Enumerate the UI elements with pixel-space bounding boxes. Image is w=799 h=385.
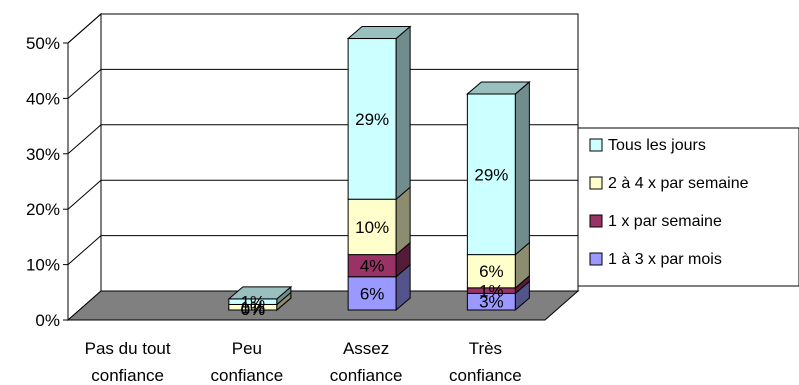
y-tick-label: 40% (26, 89, 60, 108)
gridline (67, 124, 578, 155)
y-tick-label: 10% (26, 256, 60, 275)
gridline (67, 179, 578, 210)
x-tick-label-line: confiance (449, 366, 522, 385)
x-tick-label: Assez confiance (330, 339, 403, 385)
bar-segment (347, 198, 397, 256)
legend-label: 1 x par semaine (608, 213, 722, 230)
y-axis: 0% 10% 20% 30% 40% 50% (26, 34, 69, 330)
gridline (67, 13, 578, 44)
data-label: 6% (479, 262, 504, 281)
legend-box (577, 127, 799, 287)
data-label: 29% (355, 110, 389, 129)
data-label: 0% (241, 300, 266, 319)
data-label: 1% (241, 298, 266, 317)
legend-swatch (589, 138, 603, 152)
x-tick-label-line: Pas du tout (85, 339, 171, 358)
data-label: 1% (479, 282, 504, 301)
y-tick-label: 30% (26, 145, 60, 164)
legend-swatch (589, 252, 603, 266)
data-label: 29% (474, 165, 508, 184)
legend: Tous les jours 2 à 4 x par semaine 1 x par… (577, 127, 799, 287)
bar-segment (347, 38, 397, 200)
bar-segment-side (514, 80, 530, 256)
x-tick-label-line: confiance (330, 366, 403, 385)
x-axis: Pas du tout confiance Peu confiance Assez con… (85, 339, 522, 385)
x-tick-label: Pas du tout confiance (85, 339, 171, 385)
side-wall (67, 12, 102, 322)
gridline (67, 68, 578, 99)
x-tick-label-line: Très (469, 339, 502, 358)
data-label: 0% (241, 300, 266, 319)
legend-swatch (589, 214, 603, 228)
bars (227, 25, 531, 312)
legend-swatch (589, 176, 603, 190)
bar-segment-top (227, 286, 293, 300)
y-tick-label: 20% (26, 200, 60, 219)
gridline (67, 235, 578, 265)
legend-label: 1 à 3 x par mois (608, 251, 722, 268)
bar-segment-side (395, 25, 411, 201)
y-tick-label: 50% (26, 34, 60, 53)
bar-segment (466, 93, 516, 256)
legend-label: 2 à 4 x par semaine (608, 175, 749, 192)
x-tick-label-line: Peu (232, 339, 262, 358)
data-label: 1% (241, 293, 266, 312)
x-tick-label-line: Assez (343, 339, 389, 358)
x-tick-label-line: confiance (91, 366, 164, 385)
data-label: 3% (479, 293, 504, 312)
x-tick-label-line: confiance (210, 366, 283, 385)
data-label: 10% (355, 218, 389, 237)
bar-segment (466, 254, 516, 289)
floor-plane (66, 290, 580, 321)
bar-segment (347, 276, 397, 311)
data-labels: 0%0%1%1% 6%4%10%29%3%1%6%29% (241, 110, 509, 319)
y-tick-label: 0% (35, 311, 60, 330)
gridlines (67, 13, 578, 265)
x-tick-label: Très confiance (449, 339, 522, 385)
bar-segment-top (466, 81, 531, 95)
data-label: 6% (360, 284, 385, 303)
legend-label: Tous les jours (608, 137, 706, 154)
bar-segment-top (346, 26, 412, 40)
data-label: 4% (360, 257, 385, 276)
chart-floor (66, 290, 580, 321)
x-tick-label: Peu confiance (210, 339, 283, 385)
